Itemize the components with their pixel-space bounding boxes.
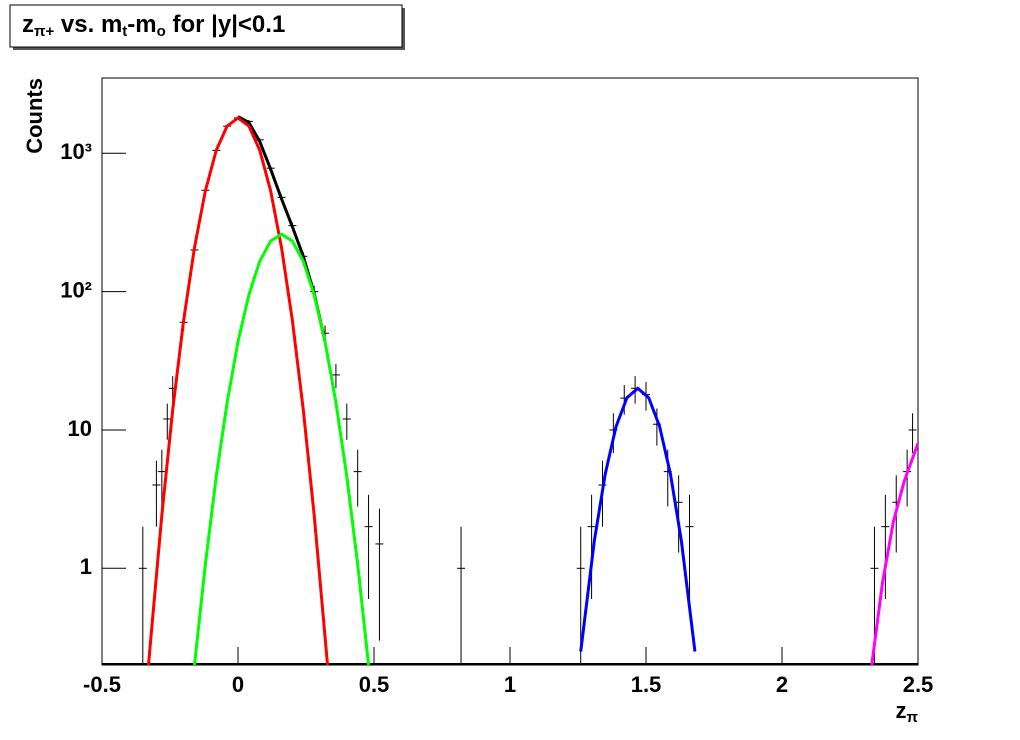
text-part: z [22, 11, 34, 38]
x-tick-label: 0.5 [359, 672, 390, 697]
text-part: for |y|<0.1 [166, 11, 285, 38]
y-tick-label: 10³ [60, 139, 92, 164]
x-tick-label: 0 [232, 672, 244, 697]
y-axis-label: Counts [22, 78, 47, 154]
title-box [9, 4, 403, 48]
subscript: π+ [34, 23, 54, 40]
subscript: o [157, 23, 166, 40]
x-tick-label: 1 [504, 672, 516, 697]
y-tick-label: 1 [80, 554, 92, 579]
text-part: vs. m [54, 11, 122, 38]
subscript: t [122, 23, 127, 40]
x-tick-label: 2.5 [903, 672, 934, 697]
chart-title: zπ+ vs. mt-mo for |y|<0.1 [22, 11, 285, 40]
fit-curve [192, 232, 371, 665]
fit-curve [147, 116, 329, 665]
y-tick-label: 10 [68, 416, 92, 441]
fit-curve [870, 442, 918, 665]
x-tick-label: 1.5 [631, 672, 662, 697]
fit-curve [579, 386, 697, 652]
text-part: -m [127, 11, 156, 38]
y-tick-label: 10² [60, 277, 92, 302]
text-part: z [896, 698, 907, 723]
x-tick-label: -0.5 [83, 672, 121, 697]
subscript: π [907, 709, 919, 726]
x-tick-label: 2 [776, 672, 788, 697]
x-axis-label: zπ [896, 698, 919, 726]
